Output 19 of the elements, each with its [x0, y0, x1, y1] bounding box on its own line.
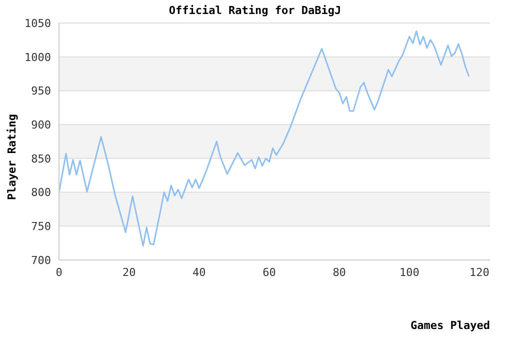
- x-tick-label: 120: [470, 266, 490, 279]
- y-tick-label: 1050: [24, 16, 51, 30]
- x-tick-label: 100: [399, 266, 420, 279]
- chart-title: Official Rating for DaBigJ: [168, 4, 342, 17]
- x-tick-label: 20: [122, 266, 136, 279]
- y-tick-label: 700: [31, 254, 51, 267]
- y-tick-label: 850: [31, 152, 51, 166]
- y-tick-label: 900: [31, 118, 51, 132]
- y-tick-label: 800: [31, 186, 51, 200]
- x-tick-label: 0: [56, 266, 62, 279]
- y-axis-title: Player Rating: [6, 114, 18, 200]
- x-tick-label: 80: [332, 266, 346, 279]
- y-tick-label: 950: [31, 84, 51, 98]
- x-tick-label: 60: [262, 266, 276, 279]
- x-axis-title: Games Played: [410, 319, 490, 332]
- x-tick-label: 40: [192, 266, 206, 279]
- y-tick-label: 750: [31, 220, 51, 234]
- y-tick-label: 1000: [24, 50, 51, 64]
- line-series: [59, 30, 470, 247]
